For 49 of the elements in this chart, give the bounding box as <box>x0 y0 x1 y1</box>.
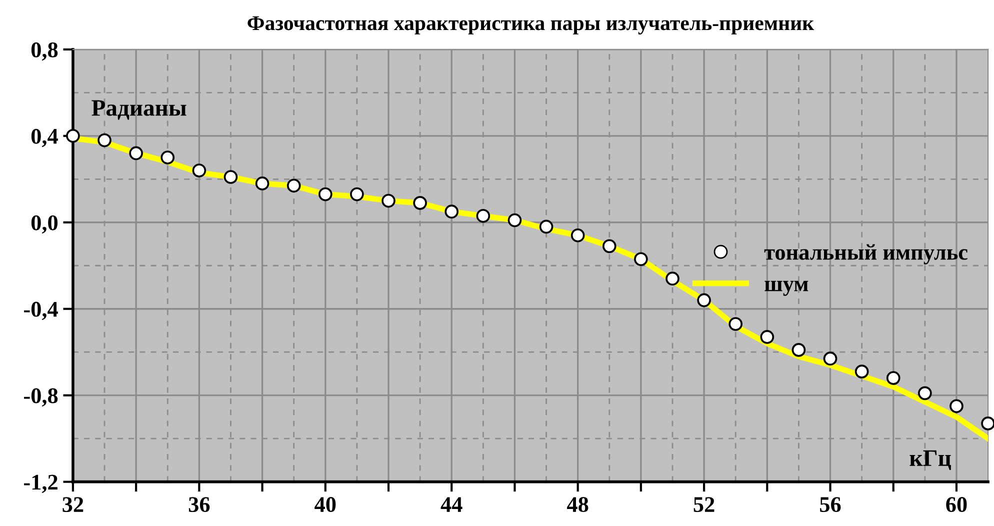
point <box>602 239 616 254</box>
point <box>854 364 869 378</box>
y-tick-label: -0,4 <box>24 302 58 320</box>
point <box>634 252 648 266</box>
point <box>192 164 206 178</box>
y-tick-label: -0,8 <box>24 388 58 406</box>
point <box>476 208 490 223</box>
chart-title: Фазочастотная характеристика пары излучатель-приемник <box>248 16 814 34</box>
legend-label: тональный импульс <box>764 244 968 264</box>
y-tick-label: 0,0 <box>31 215 58 234</box>
point <box>129 146 143 160</box>
point <box>697 293 711 308</box>
point <box>255 176 270 190</box>
x-tick-label: 36 <box>188 497 210 512</box>
point <box>350 187 364 202</box>
point <box>570 228 585 242</box>
point <box>160 150 175 164</box>
point <box>792 343 806 357</box>
point <box>886 371 900 385</box>
x-tick-label: 32 <box>62 497 84 512</box>
point <box>950 399 964 414</box>
point <box>66 129 80 143</box>
x-tick-label: 60 <box>946 497 967 512</box>
legend-label: шум <box>764 280 808 296</box>
point <box>382 194 396 208</box>
y-tick-label: 0,4 <box>31 128 58 148</box>
x-axis-title: кГц <box>910 450 952 470</box>
point <box>413 196 427 210</box>
x-tick-label: 44 <box>440 497 462 512</box>
point <box>666 272 680 286</box>
point <box>318 187 332 202</box>
x-tick-label: 48 <box>567 497 588 512</box>
point <box>224 170 238 184</box>
point <box>444 204 459 218</box>
point <box>286 178 301 193</box>
x-tick-label: 52 <box>694 497 714 512</box>
point <box>823 352 838 366</box>
point <box>508 213 522 228</box>
point <box>918 386 932 400</box>
point <box>98 133 112 148</box>
y-axis-title: Радианы <box>92 100 186 120</box>
point <box>760 330 774 344</box>
point <box>981 416 994 430</box>
y-tick-label: 0,8 <box>31 42 58 61</box>
x-tick-label: 40 <box>314 497 336 512</box>
y-tick-label: -1,2 <box>24 474 58 493</box>
point <box>539 220 554 234</box>
point <box>728 317 743 331</box>
x-tick-label: 56 <box>820 497 841 512</box>
